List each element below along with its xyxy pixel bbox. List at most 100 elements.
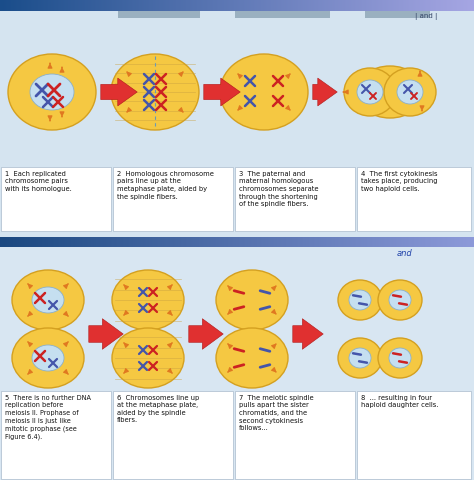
Bar [299, 0, 300, 11]
Bar [424, 0, 425, 11]
Bar [291, 237, 292, 247]
Bar [370, 0, 371, 11]
Text: 3  The paternal and
maternal homologous
chromosomes separate
through the shorten: 3 The paternal and maternal homologous c… [239, 171, 319, 207]
Bar [329, 237, 330, 247]
Bar [143, 237, 144, 247]
Bar [449, 237, 450, 247]
FancyArrowPatch shape [101, 78, 137, 106]
Bar [223, 0, 224, 11]
Bar [163, 0, 164, 11]
Bar [428, 237, 429, 247]
Bar [302, 0, 303, 11]
Bar [234, 237, 235, 247]
Bar [180, 237, 181, 247]
Bar [175, 0, 176, 11]
Bar [93, 237, 94, 247]
Bar [376, 0, 377, 11]
Bar [345, 237, 346, 247]
Bar [432, 0, 433, 11]
Bar [434, 0, 435, 11]
Bar [442, 0, 443, 11]
Bar [410, 0, 411, 11]
Bar [406, 0, 407, 11]
Bar [454, 0, 455, 11]
Bar [374, 0, 375, 11]
Bar [285, 237, 286, 247]
Bar [82, 0, 83, 11]
Bar [282, 0, 283, 11]
Bar [43, 237, 44, 247]
FancyBboxPatch shape [118, 11, 200, 18]
Ellipse shape [338, 280, 382, 320]
Bar [350, 0, 351, 11]
Bar [384, 0, 385, 11]
Bar [469, 0, 470, 11]
Bar [187, 237, 188, 247]
Bar [281, 237, 282, 247]
Bar [195, 237, 196, 247]
Bar [449, 0, 450, 11]
Bar [147, 237, 148, 247]
Bar [336, 0, 337, 11]
Bar [9, 0, 10, 11]
Bar [363, 0, 364, 11]
Bar [236, 0, 237, 11]
Bar [450, 237, 451, 247]
Bar [228, 0, 229, 11]
Bar [18, 0, 19, 11]
Bar [46, 0, 47, 11]
Bar [188, 0, 189, 11]
Bar [375, 0, 376, 11]
Bar [459, 237, 460, 247]
Bar [282, 237, 283, 247]
Bar [130, 0, 131, 11]
Bar [17, 0, 18, 11]
Bar [418, 237, 419, 247]
Bar [259, 0, 260, 11]
Bar [1, 0, 2, 11]
Bar [149, 237, 150, 247]
Bar [88, 237, 89, 247]
Bar [202, 0, 203, 11]
Text: and: and [397, 249, 413, 257]
Bar [51, 0, 52, 11]
Bar [77, 237, 78, 247]
Bar [40, 237, 41, 247]
Bar [407, 237, 408, 247]
Bar [155, 237, 156, 247]
Bar [165, 237, 166, 247]
Bar [29, 237, 30, 247]
Bar [100, 237, 101, 247]
Bar [295, 237, 296, 247]
Bar [213, 0, 214, 11]
Bar [249, 237, 250, 247]
Bar [172, 237, 173, 247]
Bar [24, 237, 25, 247]
Bar [161, 0, 162, 11]
Bar [207, 0, 208, 11]
Bar [365, 0, 366, 11]
Bar [304, 0, 305, 11]
Bar [320, 237, 321, 247]
Bar [96, 0, 97, 11]
Bar [415, 237, 416, 247]
Bar [68, 0, 69, 11]
Bar [248, 0, 249, 11]
Bar [292, 237, 293, 247]
Bar [116, 0, 117, 11]
Bar [91, 237, 92, 247]
FancyBboxPatch shape [0, 0, 70, 11]
Bar [140, 237, 141, 247]
Bar [364, 0, 365, 11]
Bar [81, 0, 82, 11]
Bar [407, 0, 408, 11]
Bar [221, 237, 222, 247]
Bar [26, 237, 27, 247]
Bar [172, 0, 173, 11]
Bar [410, 237, 411, 247]
Bar [257, 237, 258, 247]
Bar [313, 0, 314, 11]
Bar [137, 0, 138, 11]
Ellipse shape [112, 328, 184, 388]
Bar [33, 237, 34, 247]
